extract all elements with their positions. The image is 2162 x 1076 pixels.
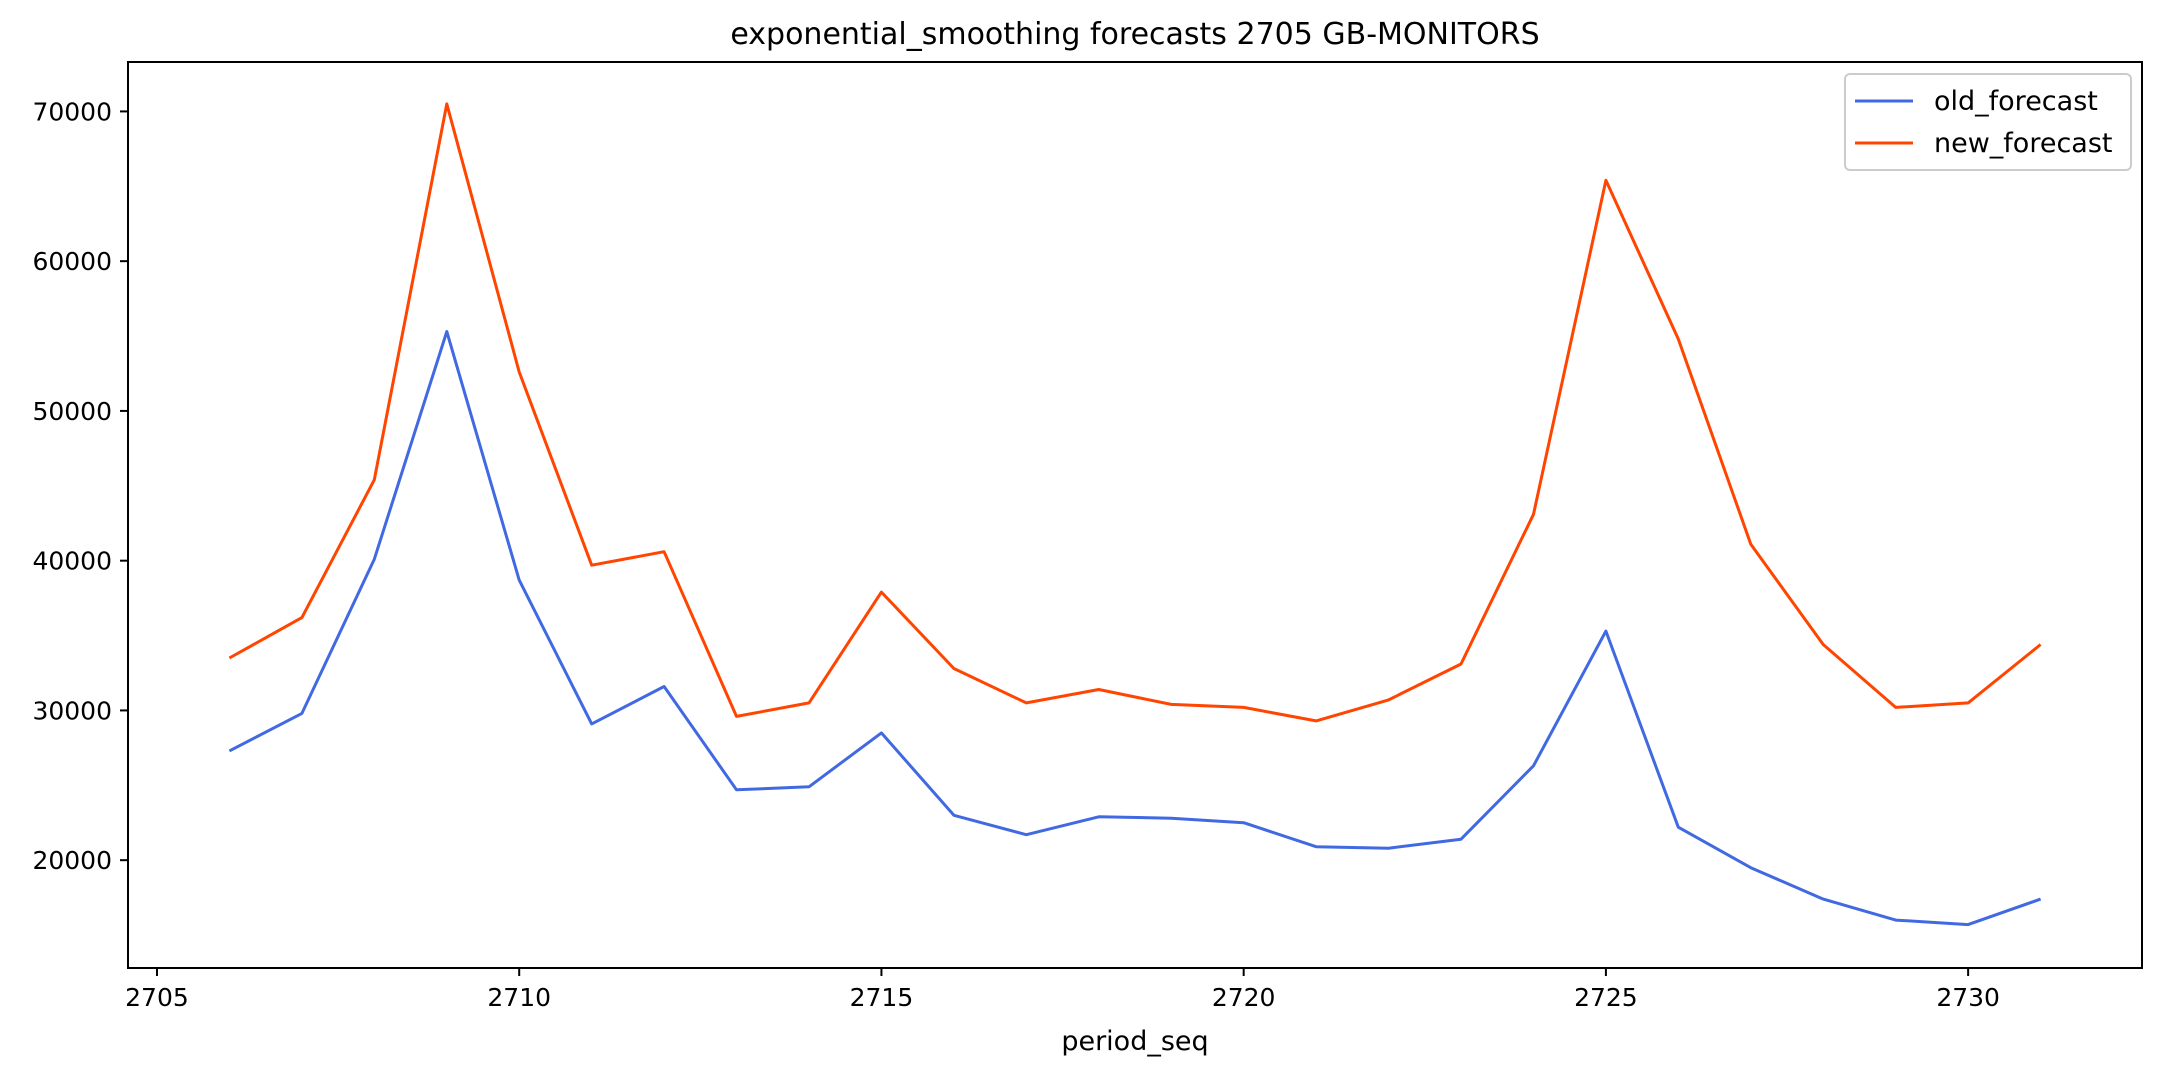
legend-label-new-forecast: new_forecast bbox=[1934, 128, 2113, 159]
legend: old_forecast new_forecast bbox=[1844, 73, 2132, 171]
legend-box bbox=[1844, 73, 2132, 171]
x-tick-label: 2715 bbox=[850, 983, 914, 1012]
x-axis: 2705 2710 2715 2720 2725 2730 bbox=[125, 968, 2000, 1012]
plot-frame bbox=[127, 61, 2143, 969]
chart-title: exponential_smoothing forecasts 2705 GB-… bbox=[730, 17, 1539, 52]
x-axis-label: period_seq bbox=[1061, 1026, 1208, 1057]
x-tick-label: 2725 bbox=[1574, 983, 1638, 1012]
y-tick-label: 50000 bbox=[32, 397, 112, 426]
y-tick-label: 40000 bbox=[32, 547, 112, 576]
x-tick-label: 2710 bbox=[487, 983, 551, 1012]
y-tick-label: 20000 bbox=[32, 846, 112, 875]
y-tick-label: 70000 bbox=[32, 97, 112, 126]
plot-lines bbox=[228, 102, 2042, 927]
series-line-old-forecast bbox=[228, 330, 2042, 927]
y-tick-label: 30000 bbox=[32, 696, 112, 725]
legend-label-old-forecast: old_forecast bbox=[1934, 86, 2098, 117]
series-line-new-forecast bbox=[228, 102, 2042, 723]
x-tick-label: 2720 bbox=[1212, 983, 1276, 1012]
x-tick-label: 2705 bbox=[125, 983, 189, 1012]
y-axis: 20000 30000 40000 50000 60000 70000 bbox=[32, 97, 128, 875]
y-tick-label: 60000 bbox=[32, 247, 112, 276]
x-tick-label: 2730 bbox=[1936, 983, 2000, 1012]
